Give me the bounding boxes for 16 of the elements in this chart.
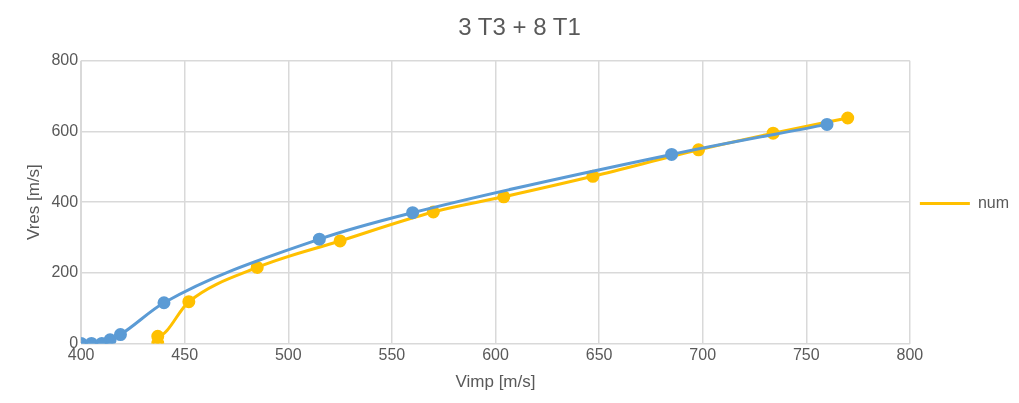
x-tick-label: 500 <box>274 346 302 364</box>
x-axis-title: Vimp [m/s] <box>455 372 536 392</box>
x-tick-label: 700 <box>689 346 717 364</box>
x-tick-label: 550 <box>378 346 406 364</box>
y-tick-label: 600 <box>51 121 79 139</box>
y-tick-label: 200 <box>51 263 79 281</box>
x-tick-label: 650 <box>585 346 613 364</box>
y-tick-label: 800 <box>51 51 79 69</box>
x-tick-label: 600 <box>482 346 509 364</box>
x-tick-label: 450 <box>171 346 199 364</box>
x-tick-label: 800 <box>896 346 924 364</box>
x-tick-label: 750 <box>792 346 820 364</box>
y-tick-label: 400 <box>51 192 79 210</box>
legend-label: num <box>977 193 1009 211</box>
chart-title: 3 T3 + 8 T1 <box>458 13 581 41</box>
y-axis-title: Vres [m/s] <box>23 164 43 241</box>
